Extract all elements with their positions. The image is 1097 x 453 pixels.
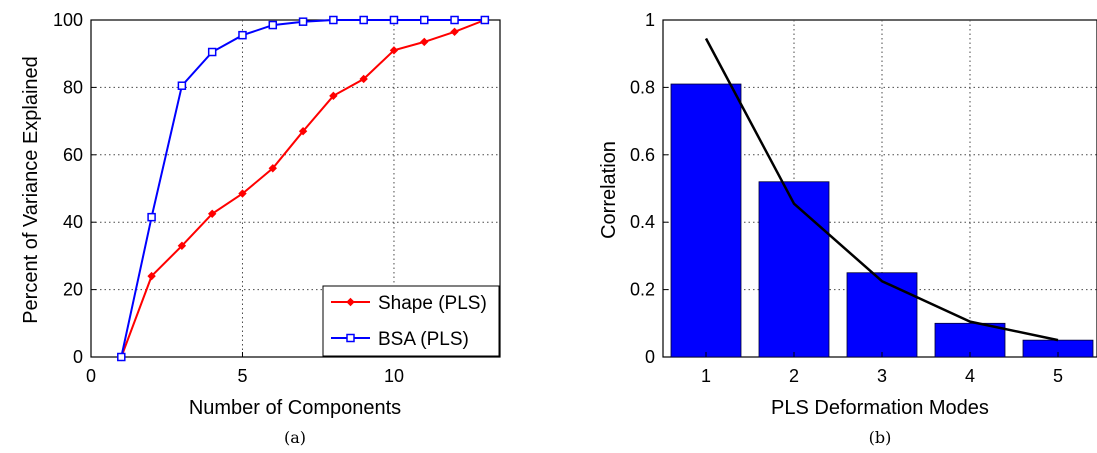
y-tick-label: 0.6	[630, 145, 655, 165]
y-tick-label: 0	[73, 347, 83, 367]
bsa-point	[268, 20, 278, 30]
y-tick-label: 100	[53, 10, 83, 30]
x-tick-label: 1	[701, 366, 711, 386]
chart-b-line	[704, 37, 1059, 342]
chart-b-bars	[670, 83, 1094, 358]
shape-point	[359, 74, 368, 84]
bsa-point	[207, 47, 217, 57]
bsa-point	[147, 212, 156, 222]
bar-mode-2	[758, 181, 830, 358]
chart-a-caption: (a)	[284, 428, 306, 447]
y-tick-label: 40	[63, 212, 83, 232]
chart-a-ylabel: Percent of Variance Explained	[20, 56, 42, 324]
x-tick-label: 4	[965, 366, 975, 386]
legend-shape-label: Shape (PLS)	[378, 293, 487, 314]
x-tick-label: 5	[237, 366, 247, 386]
y-tick-label: 0	[645, 347, 655, 367]
y-tick-label: 20	[63, 280, 83, 300]
bsa-point	[480, 15, 490, 25]
shape-point	[420, 37, 429, 47]
x-tick-label: 5	[1053, 366, 1063, 386]
x-tick-label: 10	[384, 366, 404, 386]
bsa-point	[117, 352, 126, 362]
y-tick-label: 1	[645, 10, 655, 30]
shape-point	[450, 27, 459, 37]
y-tick-label: 0.2	[630, 280, 655, 300]
y-tick-label: 60	[63, 145, 83, 165]
chart-b-ticks: 1 2 3 4 5 0 0.2 0.4 0.6 0.8 1	[630, 10, 1063, 386]
x-tick-label: 2	[789, 366, 799, 386]
legend-shape-marker	[346, 297, 355, 307]
legend-bsa-label: BSA (PLS)	[378, 329, 469, 350]
legend-bsa-marker	[346, 333, 355, 343]
bar-mode-1	[670, 83, 742, 358]
bsa-point	[450, 15, 459, 25]
shape-point	[329, 91, 338, 101]
legend-box	[322, 285, 500, 357]
chart-a-legend: Shape (PLS) BSA (PLS)	[322, 285, 500, 357]
bsa-point	[177, 81, 187, 90]
chart-b-caption: (b)	[869, 428, 892, 447]
x-tick-label: 0	[86, 366, 96, 386]
y-tick-label: 80	[63, 77, 83, 97]
x-tick-label: 3	[877, 366, 887, 386]
shape-point	[207, 209, 217, 218]
y-tick-label: 0.8	[630, 77, 655, 97]
chart-a-grid	[91, 20, 500, 357]
bsa-point	[359, 15, 368, 25]
chart-b: 1 2 3 4 5 0 0.2 0.4 0.6 0.8 1 PLS Deformation Mode…	[598, 10, 1097, 447]
chart-a-xlabel: Number of Components	[189, 397, 401, 419]
shape-point	[298, 127, 308, 136]
chart-b-ylabel: Correlation	[598, 141, 620, 239]
correlation-trend-line	[704, 37, 1059, 342]
shape-point	[147, 271, 156, 281]
bsa-point	[298, 17, 308, 26]
shape-point	[389, 46, 399, 55]
bsa-point	[389, 15, 399, 25]
shape-point	[177, 241, 187, 250]
shape-point	[268, 164, 277, 173]
bar-mode-4	[934, 322, 1006, 358]
bsa-point	[238, 30, 247, 40]
chart-a-plot-area	[90, 19, 501, 358]
chart-a-series	[117, 15, 490, 362]
chart-b-xlabel: PLS Deformation Modes	[771, 397, 989, 419]
bsa-point	[420, 15, 429, 25]
y-tick-label: 0.4	[630, 212, 655, 232]
shape-point	[238, 189, 247, 198]
bar-mode-3	[846, 272, 918, 358]
bsa-point	[329, 15, 338, 25]
